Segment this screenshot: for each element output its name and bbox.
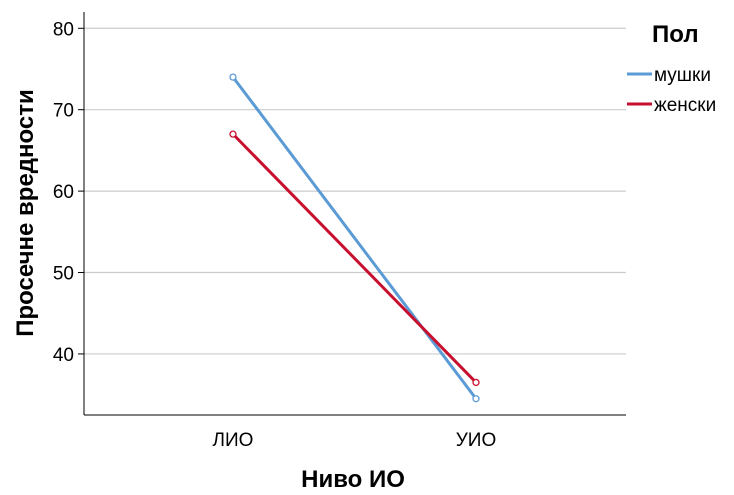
y-tick-label: 70: [53, 101, 74, 122]
legend-items: мушки женски: [627, 65, 716, 116]
y-tick-label: 80: [53, 19, 74, 40]
data-point: [229, 130, 237, 138]
x-tick-labels: ЛИО УИО: [213, 430, 497, 451]
y-tick-label: 50: [53, 264, 74, 285]
legend-label: мушки: [654, 65, 711, 86]
y-tick-label: 40: [53, 345, 74, 366]
series-2: [229, 130, 480, 387]
series-1: [229, 73, 480, 403]
gridlines: [78, 27, 626, 355]
legend-label: женски: [654, 95, 716, 116]
y-tick-label: 60: [53, 182, 74, 203]
y-tick-labels: 40 50 60 70 80: [53, 19, 74, 366]
data-point: [472, 378, 480, 387]
x-tick-label: ЛИО: [213, 430, 254, 451]
x-axis-title: Ниво ИО: [301, 466, 405, 493]
data-point: [472, 395, 480, 403]
data-point: [229, 73, 237, 81]
y-axis-title: Просечне вредности: [12, 89, 39, 337]
series: [229, 73, 480, 403]
x-tick-label: УИО: [456, 430, 497, 451]
axes: [83, 12, 626, 416]
series-line: [231, 133, 478, 384]
legend: Пол мушки женски: [627, 21, 716, 116]
legend-title: Пол: [652, 21, 699, 48]
series-line: [231, 76, 478, 400]
